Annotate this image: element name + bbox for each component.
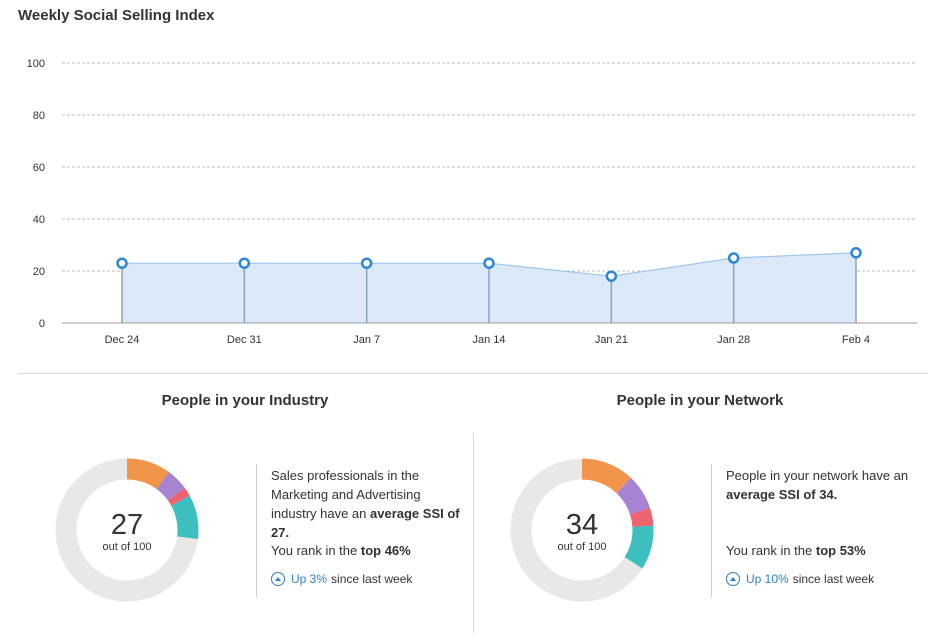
donut-segment — [510, 458, 654, 602]
up-arrow-icon — [726, 572, 740, 586]
data-point — [605, 270, 618, 282]
network-desc-bar — [711, 464, 712, 598]
x-tick-label: Jan 21 — [595, 334, 628, 346]
network-title: People in your Network — [616, 392, 784, 409]
network-trend-text: since last week — [792, 572, 875, 586]
industry-rank-value: top 46% — [360, 543, 411, 558]
industry-avg-ssi: average SSI of 27. — [271, 506, 460, 540]
industry-rank-text: You rank in the — [271, 543, 361, 558]
y-tick-label: 80 — [33, 110, 45, 122]
industry-description: Sales professionals in the Marketing and… — [271, 466, 466, 542]
industry-title: People in your Industry — [161, 392, 329, 409]
network-rank-value: top 53% — [815, 543, 866, 558]
x-tick-label: Jan 14 — [472, 334, 505, 346]
network-donut — [510, 458, 654, 602]
industry-desc-text: Sales professionals in the Marketing and… — [271, 468, 421, 521]
x-tick-label: Dec 31 — [227, 334, 262, 346]
network-desc-text: People in your network have an — [726, 468, 909, 483]
industry-trend-value: Up 3% — [291, 572, 328, 586]
industry-desc-bar — [256, 464, 257, 598]
industry-trend: Up 3% since last week — [271, 572, 412, 586]
industry-rank: You rank in the top 46% — [271, 541, 411, 560]
y-tick-label: 20 — [33, 266, 45, 278]
x-tick-label: Dec 24 — [105, 334, 140, 346]
y-tick-label: 0 — [39, 318, 45, 330]
data-point — [116, 257, 128, 269]
network-trend-value: Up 10% — [746, 572, 789, 586]
chart-title: Weekly Social Selling Index — [18, 7, 215, 24]
data-point — [850, 247, 862, 259]
industry-out-of: out of 100 — [102, 541, 152, 553]
ssi-chart: 0 20 40 60 80 100 Dec 24 Dec 31 Jan 7 Jan 14 Jan 2… — [27, 58, 917, 346]
up-arrow-icon — [271, 572, 285, 586]
network-score: 34 — [565, 509, 599, 541]
network-score-block: 34 out of 100 — [542, 510, 622, 554]
data-point — [483, 257, 495, 269]
data-point — [727, 252, 740, 264]
data-point — [360, 257, 373, 269]
network-trend: Up 10% since last week — [726, 572, 874, 586]
network-rank-text: You rank in the — [726, 543, 816, 558]
column-divider — [473, 433, 474, 633]
network-description: People in your network have an average S… — [726, 466, 921, 504]
donut-segment — [510, 458, 654, 602]
y-tick-label: 60 — [33, 162, 45, 174]
industry-score: 27 — [110, 509, 144, 541]
y-tick-label: 100 — [27, 58, 45, 70]
x-tick-label: Jan 7 — [353, 334, 380, 346]
donut-segment — [55, 458, 199, 602]
network-avg-ssi: average SSI of 34. — [726, 487, 838, 502]
industry-trend-text: since last week — [331, 572, 413, 586]
network-out-of: out of 100 — [557, 541, 607, 553]
data-point — [238, 257, 251, 269]
industry-donut — [55, 458, 199, 602]
y-tick-label: 40 — [33, 214, 45, 226]
donut-segment — [55, 458, 199, 602]
section-divider — [18, 373, 928, 374]
x-tick-label: Feb 4 — [842, 334, 870, 346]
network-rank: You rank in the top 53% — [726, 541, 866, 560]
x-tick-label: Jan 28 — [717, 334, 750, 346]
industry-score-block: 27 out of 100 — [87, 510, 167, 554]
